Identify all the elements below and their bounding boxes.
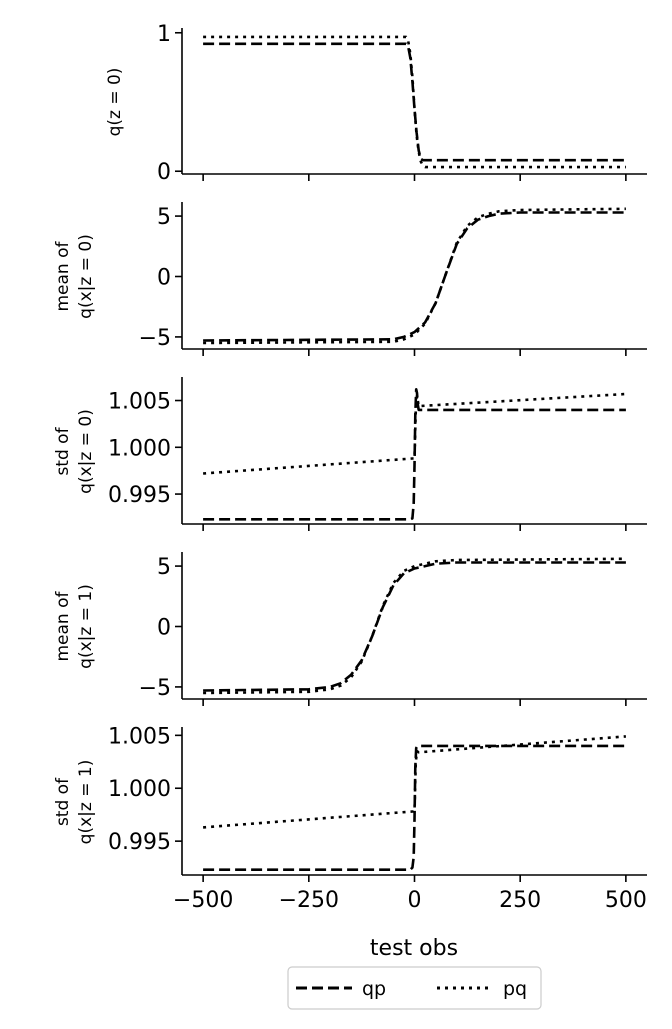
- subplot-1: 0 1 q(z = 0): [105, 22, 647, 185]
- y-tick-label: 5: [157, 555, 171, 580]
- subplots: 0 1 q(z = 0) −5 0 5 mean of q(x|z = 0) 0.995 1.00…: [53, 22, 647, 913]
- y-axis-label: mean of q(x|z = 0): [53, 234, 96, 319]
- x-tick-label: 250: [499, 888, 541, 913]
- y-tick-label: 0.995: [108, 830, 171, 855]
- y-tick-label: 1: [157, 22, 171, 47]
- x-tick-label: −500: [173, 888, 233, 913]
- x-tick-label: 500: [605, 888, 647, 913]
- series-line-pq: [203, 392, 626, 475]
- legend-label-pq: pq: [503, 978, 527, 1000]
- series-line-qp: [203, 42, 626, 162]
- subplot-3: 0.995 1.000 1.005 std of q(x|z = 0): [53, 377, 647, 531]
- y-tick-label: 0: [157, 266, 171, 291]
- legend-label-qp: qp: [362, 978, 386, 1000]
- y-tick-label: 0.995: [108, 483, 171, 508]
- series-line-pq: [203, 557, 626, 695]
- y-tick-label: 5: [157, 205, 171, 230]
- series-line-pq: [203, 735, 626, 829]
- x-tick-label: 0: [408, 888, 422, 913]
- y-tick-label: −5: [139, 326, 171, 351]
- legend-frame: [287, 966, 542, 1010]
- series-line-qp: [203, 211, 626, 342]
- y-tick-label: 1.000: [108, 777, 171, 802]
- y-axis-label: mean of q(x|z = 1): [53, 584, 96, 669]
- series-line-qp: [203, 387, 626, 521]
- y-axis-label: q(z = 0): [105, 68, 125, 137]
- series-line-qp: [203, 744, 626, 872]
- subplot-2: −5 0 5 mean of q(x|z = 0): [53, 202, 647, 356]
- series-line-pq: [203, 35, 626, 169]
- y-tick-label: −5: [139, 676, 171, 701]
- y-tick-label: 1.005: [108, 390, 171, 415]
- x-tick-label: −250: [279, 888, 339, 913]
- series-line-pq: [203, 207, 626, 345]
- series-line-qp: [203, 561, 626, 692]
- y-tick-label: 0: [157, 160, 171, 185]
- y-tick-label: 0: [157, 616, 171, 641]
- y-axis-label: std of q(x|z = 1): [53, 760, 96, 845]
- y-tick-label: 1.005: [108, 724, 171, 749]
- subplot-5: 0.995 1.000 1.005 −500 −250 0 250 500 std of q(x|…: [53, 724, 647, 913]
- subplot-4: −5 0 5 mean of q(x|z = 1): [53, 552, 647, 706]
- x-axis-label: test obs: [370, 936, 458, 961]
- y-tick-label: 1.000: [108, 436, 171, 461]
- legend: qp pq: [287, 966, 542, 1010]
- y-axis-label: std of q(x|z = 0): [53, 409, 96, 494]
